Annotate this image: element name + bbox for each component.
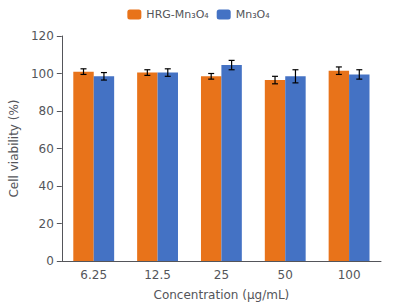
svg-text:40: 40 [39,179,54,193]
svg-text:100: 100 [31,67,54,81]
svg-text:HRG-Mn₃O₄: HRG-Mn₃O₄ [146,8,209,21]
svg-text:Mn₃O₄: Mn₃O₄ [236,8,271,21]
svg-text:Cell viability (%): Cell viability (%) [7,99,21,197]
svg-text:50: 50 [278,268,293,282]
svg-text:60: 60 [39,142,54,156]
svg-text:120: 120 [31,29,54,43]
svg-text:Concentration (μg/mL): Concentration (μg/mL) [154,288,290,302]
svg-text:0: 0 [46,254,54,268]
svg-text:25: 25 [214,268,229,282]
svg-text:12.5: 12.5 [144,268,171,282]
svg-text:100: 100 [338,268,361,282]
svg-text:20: 20 [39,217,54,231]
svg-text:6.25: 6.25 [80,268,107,282]
svg-text:80: 80 [39,104,54,118]
